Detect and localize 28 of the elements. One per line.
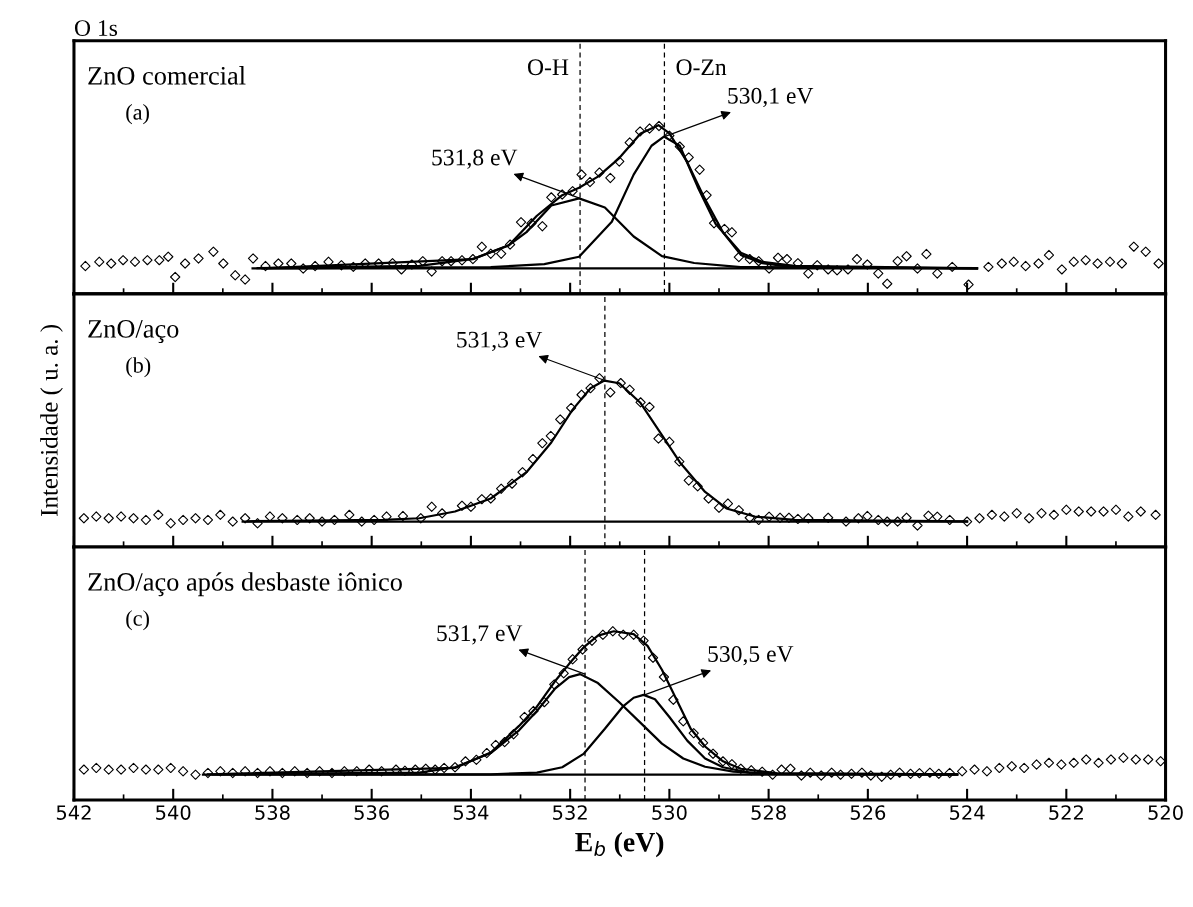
x-tick-label: 542: [56, 805, 91, 820]
x-tick-label: 528: [751, 805, 786, 820]
x-axis-title: E$_{b}$ (eV): [575, 831, 664, 858]
x-tick-label: 538: [255, 805, 290, 820]
text: (c): [126, 610, 149, 631]
text: ZnO/aço após desbaste iônico: [88, 572, 402, 597]
chart-title: O 1s: [74, 20, 118, 37]
x-tick-label: 532: [553, 805, 587, 820]
ref-line-label: O-H: [527, 59, 569, 76]
ref-line-label: O-Zn: [676, 59, 727, 76]
x-tick-label: 534: [453, 805, 489, 820]
text: (a): [126, 104, 149, 125]
x-tick-label: 540: [156, 805, 191, 820]
x-tick-label: 530: [652, 805, 687, 820]
text: (b): [126, 357, 151, 378]
y-axis-title: Intensidade ( u. a. ): [40, 325, 63, 516]
text: ZnO comercial: [88, 66, 246, 85]
annotation: 531,7 eV: [437, 625, 523, 645]
x-tick-label: 524: [950, 805, 985, 820]
x-tick-label: 526: [850, 805, 886, 820]
annotation: 531,3 eV: [457, 331, 543, 351]
x-tick-label: 520: [1148, 805, 1183, 820]
annotation: 530,5 eV: [708, 645, 794, 666]
x-tick-label: 522: [1049, 805, 1083, 820]
x-tick-label: 536: [354, 805, 390, 820]
annotation: 530,1 eV: [728, 87, 814, 108]
text: ZnO/aço: [88, 320, 179, 344]
annotation: 531,8 eV: [432, 149, 518, 169]
